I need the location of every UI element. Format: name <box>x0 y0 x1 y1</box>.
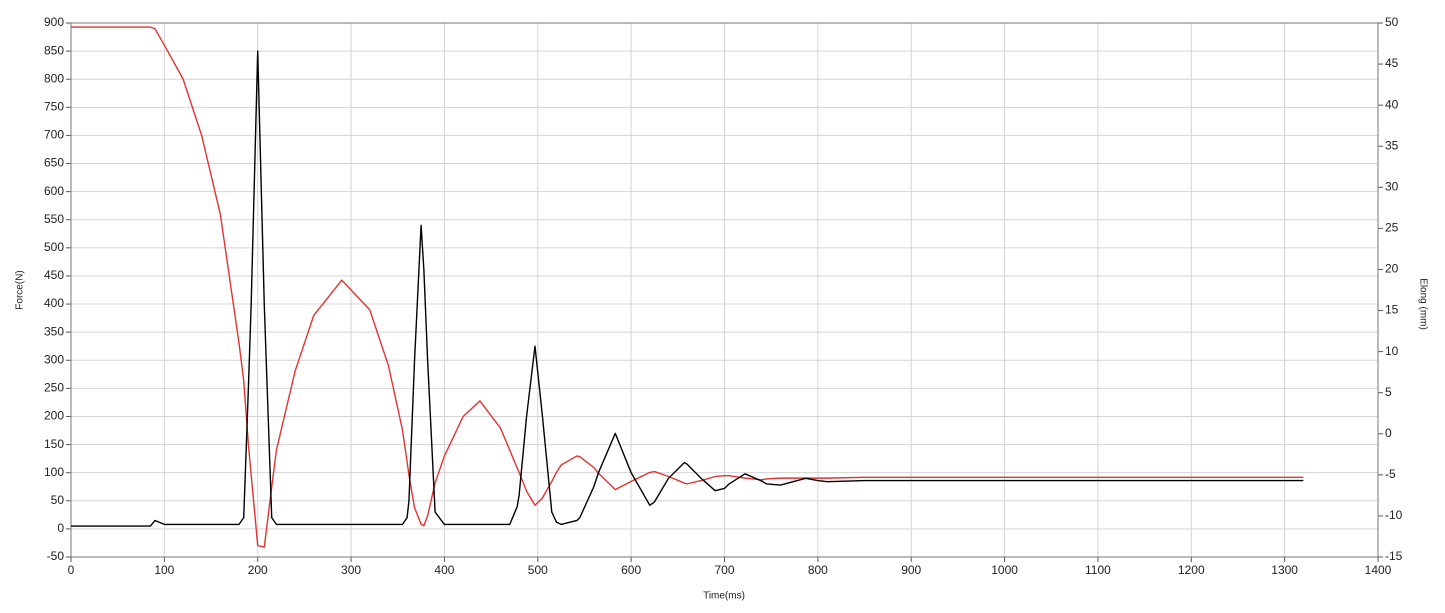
y2-tick-label: 40 <box>1385 97 1399 111</box>
x-tick-label: 1400 <box>1365 563 1392 577</box>
y-tick-label: 0 <box>57 521 64 535</box>
x-tick-label: 900 <box>901 563 921 577</box>
y2-tick-label: 20 <box>1385 262 1399 276</box>
y-tick-label: -50 <box>47 549 65 563</box>
y2-tick-label: 35 <box>1385 138 1399 152</box>
y-tick-label: 400 <box>44 296 64 310</box>
y-tick-label: 550 <box>44 212 64 226</box>
x-tick-label: 1100 <box>1085 563 1111 577</box>
y2-tick-label: -5 <box>1385 467 1396 481</box>
y-tick-label: 50 <box>51 493 65 507</box>
y2-tick-label: 15 <box>1385 303 1399 317</box>
series-line <box>71 26 1304 548</box>
y-tick-label: 700 <box>44 128 64 142</box>
x-tick-label: 600 <box>621 563 641 577</box>
y-tick-label: 250 <box>44 381 64 395</box>
y2-tick-label: 45 <box>1385 56 1399 70</box>
x-tick-label: 1200 <box>1178 563 1205 577</box>
y-tick-label: 650 <box>44 156 64 170</box>
y2-tick-label: -15 <box>1385 549 1403 563</box>
y-tick-label: 500 <box>44 240 64 254</box>
series-line <box>71 50 1304 527</box>
x-tick-label: 500 <box>528 563 548 577</box>
y2-axis-title: Elong (mm) <box>1417 278 1428 330</box>
x-tick-label: 300 <box>341 563 361 577</box>
y-tick-label: 200 <box>44 409 64 423</box>
y2-tick-label: 30 <box>1385 179 1399 193</box>
y-axis-title: Force(N) <box>15 270 26 309</box>
x-tick-label: 1300 <box>1271 563 1298 577</box>
y2-tick-label: 50 <box>1385 15 1399 29</box>
x-tick-label: 800 <box>808 563 828 577</box>
y-tick-label: 800 <box>44 71 64 85</box>
y-tick-label: 600 <box>44 184 64 198</box>
plot-frame <box>70 22 1379 558</box>
x-tick-label: 400 <box>434 563 454 577</box>
x-tick-label: 1000 <box>991 563 1018 577</box>
y2-tick-label: -10 <box>1385 508 1403 522</box>
x-tick-label: 100 <box>154 563 174 577</box>
y2-tick-label: 25 <box>1385 221 1399 235</box>
y2-tick-label: 5 <box>1385 385 1392 399</box>
y-tick-label: 300 <box>44 352 64 366</box>
y-tick-label: 100 <box>44 465 64 479</box>
y-tick-label: 900 <box>44 15 64 29</box>
y2-tick-label: 10 <box>1385 344 1399 358</box>
x-axis-title: Time(ms) <box>703 591 745 602</box>
x-tick-label: 200 <box>248 563 268 577</box>
y-tick-label: 350 <box>44 324 64 338</box>
y-tick-label: 150 <box>44 437 64 451</box>
x-tick-label: 0 <box>68 563 75 577</box>
y-tick-label: 850 <box>44 43 64 57</box>
x-tick-label: 700 <box>714 563 734 577</box>
y2-tick-label: 0 <box>1385 426 1392 440</box>
y-tick-label: 450 <box>44 268 64 282</box>
y-tick-label: 750 <box>44 99 64 113</box>
